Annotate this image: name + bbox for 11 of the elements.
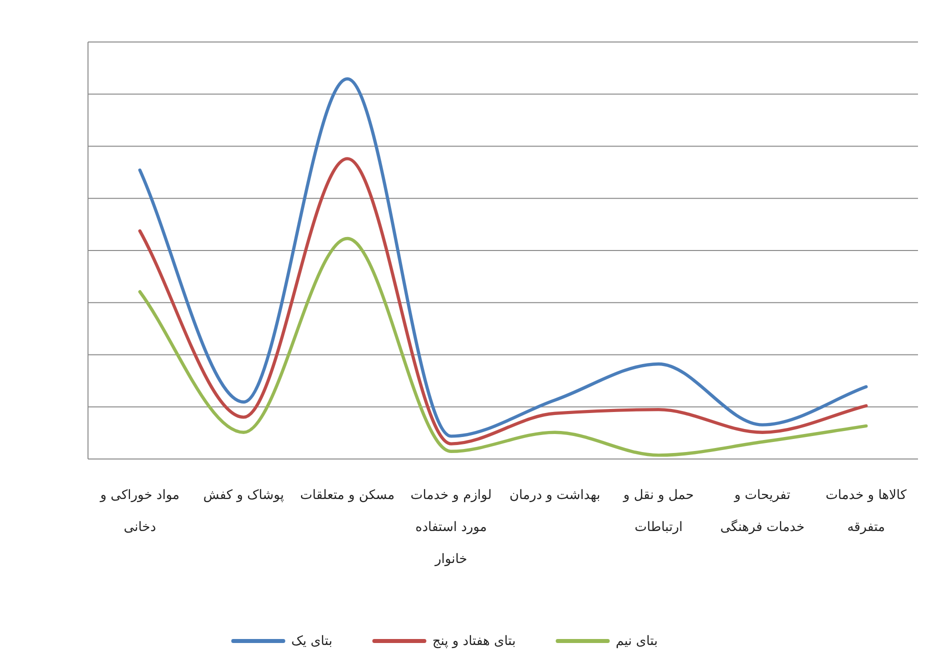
category-label: تفریحات و خدمات فرهنگی (720, 488, 805, 535)
category-label: کالاها و خدمات متفرقه (826, 488, 907, 535)
category-label: حمل و نقل و ارتباطات (623, 488, 694, 535)
category-label: مواد خوراکی و دخانی (100, 488, 180, 535)
legend-label: بتای هفتاد و پنج (432, 634, 516, 649)
x-tick-label: پوشاک و کفش (203, 488, 284, 503)
legend-label: بتای یک (291, 634, 332, 649)
x-tick-label: بهداشت و درمان (509, 488, 600, 503)
x-tick-label: مسکن و متعلقات (300, 488, 395, 503)
category-label: لوازم و خدمات مورد استفاده خانوار (410, 488, 492, 567)
legend-label: بتای نیم (616, 634, 658, 649)
